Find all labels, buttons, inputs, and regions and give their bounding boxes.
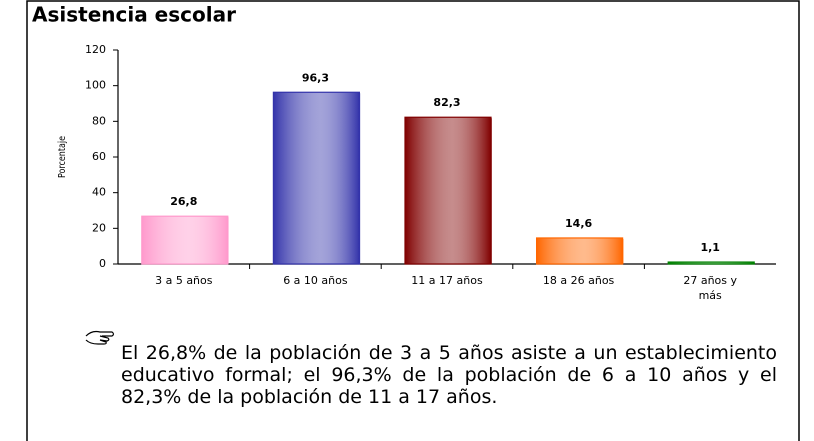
value-label: 14,6 bbox=[565, 217, 592, 230]
bar bbox=[272, 91, 360, 265]
x-tick-label: 27 años y más bbox=[683, 274, 738, 302]
value-label: 26,8 bbox=[170, 195, 197, 208]
y-axis-label: Porcentaje bbox=[57, 136, 68, 178]
chart-title: Asistencia escolar bbox=[32, 3, 236, 27]
value-label: 96,3 bbox=[302, 71, 329, 84]
bar bbox=[667, 261, 755, 265]
note-text: El 26,8% de la población de 3 a 5 años a… bbox=[121, 342, 777, 408]
y-tick-label: 120 bbox=[85, 43, 106, 56]
frame bbox=[26, 0, 800, 441]
y-tick-label: 80 bbox=[92, 114, 106, 127]
value-label: 82,3 bbox=[433, 96, 460, 109]
bar bbox=[535, 237, 624, 265]
y-tick-label: 40 bbox=[92, 186, 106, 199]
bar bbox=[404, 116, 492, 265]
x-tick-label: 6 a 10 años bbox=[283, 274, 348, 287]
x-tick-label: 11 a 17 años bbox=[411, 274, 483, 287]
hand-icon bbox=[85, 330, 115, 345]
x-tick-label: 3 a 5 años bbox=[155, 274, 213, 287]
x-tick-label: 18 a 26 años bbox=[542, 274, 615, 287]
value-label: 1,1 bbox=[700, 241, 720, 254]
y-tick-label: 60 bbox=[92, 150, 106, 163]
y-tick-label: 100 bbox=[85, 79, 106, 92]
bar bbox=[141, 215, 229, 265]
y-tick-label: 20 bbox=[92, 221, 106, 234]
y-tick-label: 0 bbox=[99, 257, 106, 270]
